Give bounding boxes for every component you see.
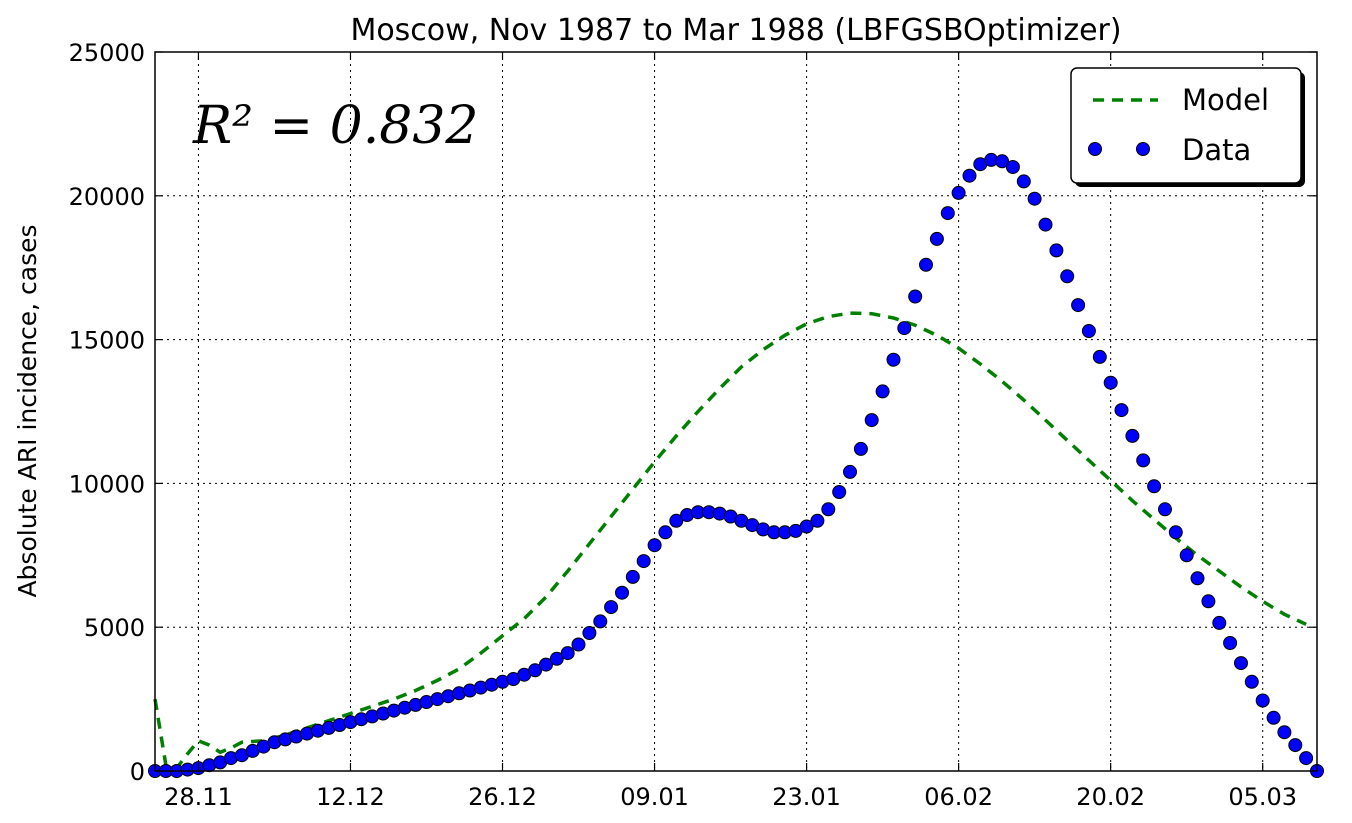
plot-frame [154,51,1318,772]
data-point [571,637,586,652]
data-point [929,231,944,246]
legend-model-label: Model [1182,83,1269,117]
data-point [821,502,836,517]
data-point [1027,191,1042,206]
x-tick-label: 28.11 [164,783,233,811]
x-tick-label: 26.12 [468,783,537,811]
data-point [615,585,629,600]
data-point [1179,548,1194,563]
data-point [951,185,966,200]
data-point [1005,160,1020,174]
data-point [962,168,977,183]
x-tick-label: 12.12 [316,783,385,811]
r-squared-annotation: R² = 0.832 [192,96,479,156]
data-point [593,614,608,629]
y-tick-label: 15000 [69,327,145,355]
legend: Model Data [1070,67,1305,187]
data-point [1212,615,1227,630]
data-point [560,646,575,661]
legend-data-label: Data [1182,133,1251,167]
data-point [1288,738,1303,753]
data-point [1092,349,1107,364]
data-point [1223,636,1238,650]
data-point [647,538,662,553]
data-point [1060,269,1075,284]
data-point [1190,571,1205,586]
data-point [864,413,879,428]
y-tick-label: 0 [130,758,145,786]
y-axis-label: Absolute ARI incidence, cases [13,224,42,597]
data-point [1081,324,1096,338]
x-tick-label: 06.02 [924,783,993,811]
data-point [549,651,564,666]
legend-data-marker [1088,142,1102,156]
data-point [1266,710,1281,725]
data-point [799,519,814,534]
data-point [919,257,933,272]
data-point [1299,751,1314,766]
data-point [669,513,684,528]
data-point [1234,656,1248,671]
data-point [1158,502,1172,517]
model-line [153,311,1307,771]
data-point [940,206,955,221]
y-tick-label: 25000 [69,39,145,67]
data-point [658,525,673,540]
data-point [875,384,890,399]
data-point [625,569,640,584]
x-tick-label: 05.03 [1228,783,1297,811]
y-tick-label: 5000 [84,614,145,642]
data-point [1114,403,1129,418]
legend-box [1070,67,1302,184]
chart-title: Moscow, Nov 1987 to Mar 1988 (LBFGSBOpti… [350,13,1121,48]
data-series [148,152,1324,778]
data-point [1201,594,1216,609]
data-point [853,441,868,456]
data-point [908,289,923,304]
data-point [1038,217,1053,232]
data-point [636,554,651,569]
data-point [1277,725,1292,740]
data-point [897,321,912,336]
x-tick-label: 20.02 [1076,783,1145,811]
data-point [582,626,597,640]
data-point [886,352,901,367]
data-point [843,464,857,479]
x-tick-label: 23.01 [772,783,841,811]
data-point [1147,479,1162,494]
x-tick-label: 09.01 [620,783,689,811]
x-axis-ticks: 28.11 12.12 26.12 09.01 23.01 06.02 20.02 05.03 [164,52,1297,811]
y-axis-ticks: 0 5000 10000 15000 20000 25000 [69,39,1317,786]
data-point [810,513,825,528]
data-point [1125,428,1140,443]
data-point [1016,174,1031,189]
data-point [995,154,1010,169]
data-point [604,600,619,615]
data-point [1103,375,1118,390]
data-point [1255,693,1270,708]
y-tick-label: 10000 [69,470,145,498]
model-series [153,311,1307,771]
data-point [1071,298,1086,313]
data-point [1136,453,1151,468]
data-point [832,485,847,499]
data-point [1168,525,1183,540]
data-point [539,657,553,672]
legend-data-marker [1136,142,1150,156]
data-point [1244,674,1259,689]
y-tick-label: 20000 [69,183,145,211]
data-point [1049,243,1064,258]
data-point [528,663,543,678]
grid-lines [155,52,1317,771]
